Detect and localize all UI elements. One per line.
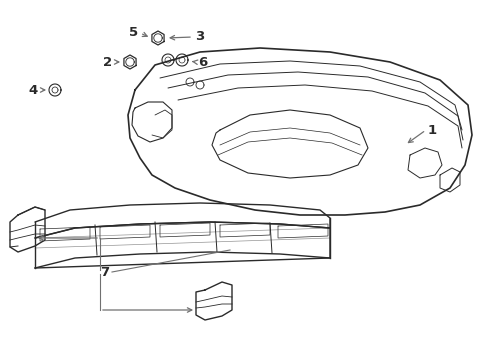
- Text: 4: 4: [29, 84, 38, 96]
- Text: 1: 1: [427, 123, 436, 136]
- Text: 6: 6: [198, 55, 207, 68]
- Text: 2: 2: [102, 55, 112, 68]
- Text: 7: 7: [100, 266, 109, 279]
- Text: 5: 5: [129, 26, 138, 39]
- Text: 3: 3: [195, 30, 204, 42]
